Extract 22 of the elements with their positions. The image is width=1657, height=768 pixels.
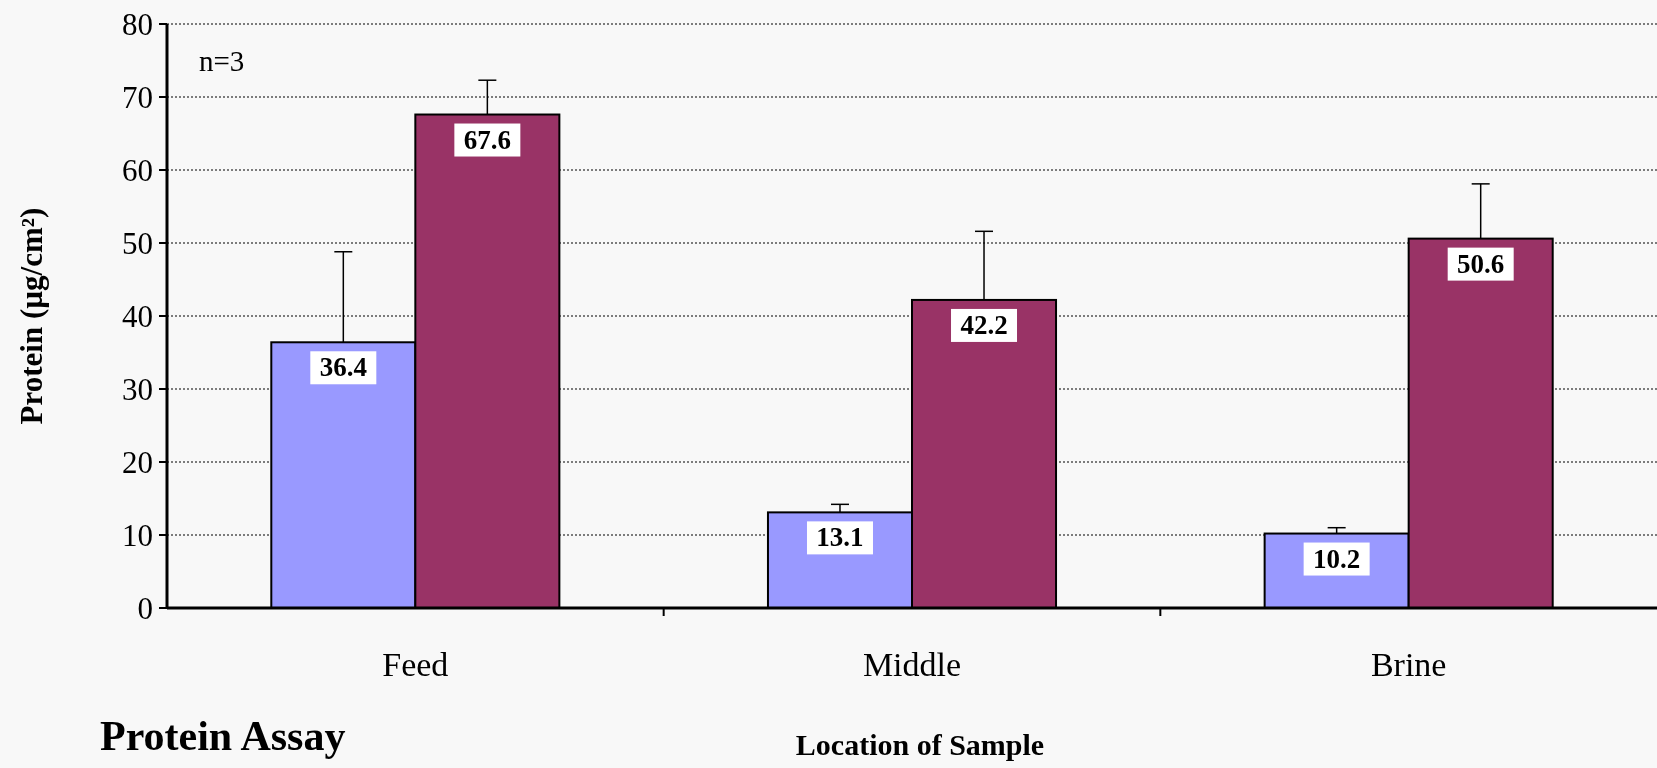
data-label: 42.2 [960, 309, 1008, 340]
x-tick-label: Brine [1370, 646, 1447, 683]
text: Protein Assay [100, 713, 346, 759]
data-label: 13.1 [816, 522, 864, 553]
y-tick-label: 0 [137, 590, 153, 626]
y-tick-label: 30 [122, 371, 153, 407]
y-tick-label: 60 [122, 152, 153, 188]
data-label: 50.6 [1457, 248, 1505, 279]
y-tick-label: 50 [122, 225, 153, 261]
x-tick-label: Feed [382, 646, 449, 683]
x-tick-label: Middle [862, 646, 962, 683]
y-tick-label: 80 [122, 6, 153, 42]
y-tick-label: 40 [122, 298, 153, 334]
data-label: 36.4 [319, 352, 367, 383]
annotation: n=3 [199, 45, 245, 77]
data-label: 67.6 [463, 124, 511, 155]
y-tick-label: 70 [122, 79, 153, 115]
y-tick-label: 10 [122, 517, 153, 553]
y-axis-title: Protein (µg/cm²) [14, 207, 49, 425]
data-label: 10.2 [1313, 543, 1361, 574]
y-tick-label: 20 [122, 444, 153, 480]
x-axis-title: Location of Sample [795, 728, 1045, 761]
